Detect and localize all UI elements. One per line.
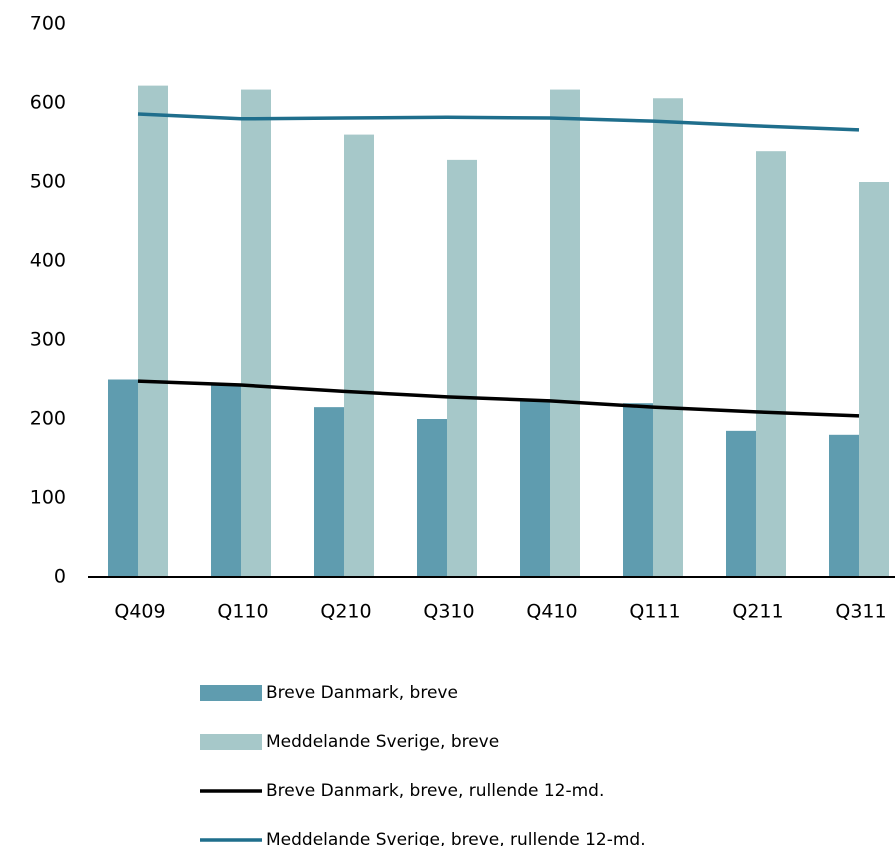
bar (726, 430, 756, 577)
legend-label: Breve Danmark, breve (266, 683, 458, 703)
legend-label: Meddelande Sverige, breve, rullende 12-m… (266, 830, 646, 846)
bar (417, 419, 447, 577)
y-tick-label: 200 (30, 408, 66, 430)
y-tick-label: 300 (30, 329, 66, 351)
bar (447, 159, 477, 577)
line (137, 379, 860, 418)
x-tick-label: Q410 (526, 601, 577, 623)
x-tick-label: Q110 (217, 601, 268, 623)
bar (653, 98, 683, 577)
bar (829, 434, 859, 577)
bar (623, 403, 653, 577)
bar (241, 89, 271, 577)
bar (859, 182, 889, 577)
bar (314, 407, 344, 577)
bar (108, 379, 138, 577)
legend-swatch (200, 685, 262, 701)
x-tick-label: Q210 (320, 601, 371, 623)
y-tick-label: 0 (54, 566, 66, 588)
x-tick-label: Q310 (423, 601, 474, 623)
bar (211, 383, 241, 577)
bar (550, 89, 580, 577)
line (137, 112, 860, 132)
y-tick-label: 600 (30, 92, 66, 114)
y-tick-label: 700 (30, 13, 66, 35)
bar (138, 85, 168, 578)
legend-swatch (200, 734, 262, 750)
y-tick-label: 500 (30, 171, 66, 193)
y-tick-label: 100 (30, 487, 66, 509)
legend-label: Meddelande Sverige, breve (266, 732, 499, 752)
legend-label: Breve Danmark, breve, rullende 12-md. (266, 781, 604, 801)
x-tick-label: Q409 (114, 601, 165, 623)
bar (344, 134, 374, 577)
y-tick-label: 400 (30, 250, 66, 272)
x-tick-label: Q111 (629, 601, 680, 623)
bar (520, 399, 550, 577)
bar (756, 151, 786, 577)
x-tick-label: Q311 (835, 601, 886, 623)
x-tick-label: Q211 (732, 601, 783, 623)
